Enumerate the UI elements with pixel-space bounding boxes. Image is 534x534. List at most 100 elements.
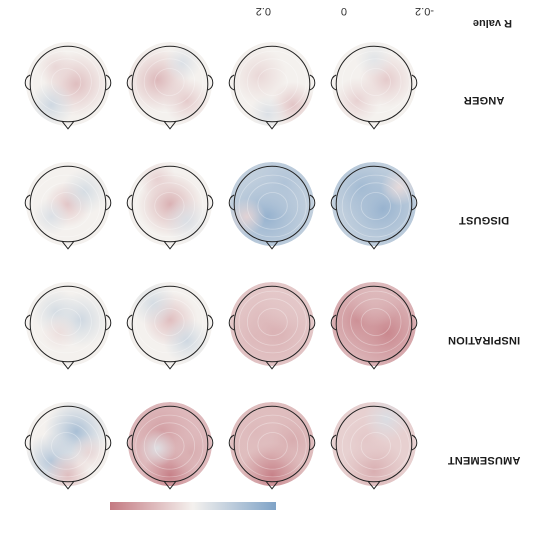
nose-outline bbox=[367, 240, 381, 250]
topomap-amusement-3 bbox=[128, 402, 212, 486]
head-outline bbox=[131, 285, 209, 363]
colorbar-tick-neg: -0.2 bbox=[415, 5, 434, 17]
topomap-blob bbox=[163, 317, 210, 364]
topomap-contour bbox=[143, 422, 196, 470]
topomap-contour bbox=[32, 174, 101, 238]
topomap-blob bbox=[230, 403, 283, 460]
nose-outline bbox=[163, 240, 177, 250]
topomap-disgust-1 bbox=[332, 162, 416, 246]
head-outline bbox=[131, 45, 209, 123]
right-ear-outline bbox=[24, 194, 31, 211]
topomap-contour bbox=[360, 192, 391, 220]
topomap-contour bbox=[247, 422, 299, 470]
topomap-contour bbox=[238, 290, 307, 354]
colorbar-tick-zero: 0 bbox=[340, 5, 347, 17]
topomap-blob bbox=[355, 42, 393, 78]
topomap-contour bbox=[238, 174, 307, 238]
colorbar-tick-pos: 0.2 bbox=[255, 5, 271, 17]
topomap-contour bbox=[341, 290, 410, 354]
head-outline bbox=[335, 285, 413, 363]
nose-outline bbox=[265, 120, 279, 130]
head-outline bbox=[29, 285, 107, 363]
topomap-contour bbox=[40, 422, 92, 470]
topomap-amusement-2 bbox=[230, 402, 314, 486]
topomap-contour bbox=[154, 308, 185, 336]
topomap-contour bbox=[40, 298, 92, 346]
topomap-blob bbox=[230, 198, 266, 236]
nose-outline bbox=[265, 360, 279, 370]
topomap-contour bbox=[154, 432, 185, 460]
topomap-blob bbox=[61, 168, 108, 215]
left-ear-outline bbox=[309, 194, 316, 211]
topomap-contour bbox=[257, 192, 288, 220]
topomap-inspiration-4 bbox=[26, 282, 110, 366]
topomap-blob bbox=[70, 433, 108, 471]
topomap-inspiration-2 bbox=[230, 282, 314, 366]
head-outline bbox=[335, 45, 413, 123]
nose-outline bbox=[61, 120, 75, 130]
topomap-contour bbox=[360, 308, 391, 336]
left-ear-outline bbox=[105, 434, 112, 451]
topomap-blob bbox=[163, 77, 210, 124]
topomap-inspiration-3 bbox=[128, 282, 212, 366]
topomap-blob bbox=[36, 48, 74, 86]
row-label-anger: ANGER bbox=[463, 94, 505, 106]
topomap-contour bbox=[40, 182, 92, 230]
left-ear-outline bbox=[207, 314, 214, 331]
topomap-contour bbox=[32, 290, 101, 354]
topomap-contour bbox=[32, 414, 101, 478]
left-ear-outline bbox=[309, 314, 316, 331]
row-label-disgust: DISGUST bbox=[458, 214, 510, 226]
head-outline bbox=[233, 45, 311, 123]
nose-outline bbox=[367, 480, 381, 490]
topomap-contour bbox=[350, 298, 402, 346]
nose-outline bbox=[265, 240, 279, 250]
topomap-contour bbox=[154, 68, 185, 96]
topomap-blob bbox=[346, 282, 402, 327]
right-ear-outline bbox=[126, 314, 133, 331]
row-label-inspiration: INSPIRATION bbox=[447, 334, 521, 346]
head-outline bbox=[233, 285, 311, 363]
left-ear-outline bbox=[411, 314, 418, 331]
head-outline bbox=[233, 405, 311, 483]
nose-outline bbox=[163, 120, 177, 130]
head-outline bbox=[29, 165, 107, 243]
topomap-contour bbox=[51, 68, 82, 96]
right-ear-outline bbox=[330, 74, 337, 91]
left-ear-outline bbox=[207, 194, 214, 211]
right-ear-outline bbox=[228, 194, 235, 211]
left-ear-outline bbox=[309, 74, 316, 91]
left-ear-outline bbox=[105, 194, 112, 211]
topomap-blob bbox=[380, 168, 416, 206]
topomap-blob bbox=[41, 313, 79, 351]
colorbar-gradient bbox=[110, 502, 276, 510]
head-outline bbox=[131, 165, 209, 243]
right-ear-outline bbox=[330, 434, 337, 451]
topomap-contour bbox=[350, 422, 402, 470]
topomap-contour bbox=[341, 174, 410, 238]
topomap-contour bbox=[143, 182, 196, 230]
topomap-blob bbox=[334, 77, 381, 124]
nose-outline bbox=[163, 480, 177, 490]
topomap-contour bbox=[51, 192, 82, 220]
topomap-blob bbox=[252, 162, 314, 216]
left-ear-outline bbox=[411, 194, 418, 211]
right-ear-outline bbox=[126, 194, 133, 211]
topomap-blob bbox=[231, 47, 288, 104]
topomap-contour bbox=[51, 308, 82, 336]
head-outline bbox=[29, 45, 107, 123]
head-outline bbox=[131, 405, 209, 483]
topomap-contour bbox=[238, 414, 307, 478]
left-ear-outline bbox=[309, 434, 316, 451]
nose-outline bbox=[367, 120, 381, 130]
row-label-amusement: AMUSEMENT bbox=[447, 454, 521, 466]
left-ear-outline bbox=[207, 434, 214, 451]
head-outline bbox=[335, 405, 413, 483]
topomap-contour bbox=[341, 414, 410, 478]
topomap-disgust-2 bbox=[230, 162, 314, 246]
topomap-contour bbox=[40, 58, 92, 106]
right-ear-outline bbox=[126, 74, 133, 91]
right-ear-outline bbox=[126, 434, 133, 451]
topomap-blob bbox=[249, 94, 287, 126]
